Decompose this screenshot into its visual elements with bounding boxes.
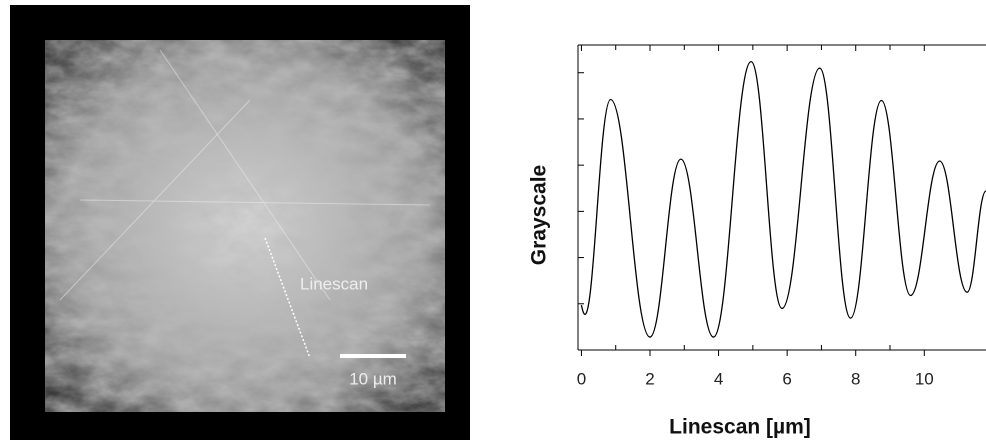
line-series <box>580 60 986 338</box>
x-axis-title: Linescan [µm] <box>669 416 811 439</box>
y-axis-title: Grayscale <box>528 165 551 265</box>
scale-bar-label: 10 µm <box>349 369 397 388</box>
scratches <box>59 49 431 301</box>
x-tick-label: 10 <box>915 369 934 388</box>
linescan-path <box>264 237 311 359</box>
x-tick-label: 8 <box>851 369 860 388</box>
micrograph-texture <box>45 40 445 412</box>
x-tick-label: 4 <box>714 369 723 388</box>
line-chart: Grayscale Linescan [µm] 0 2 4 6 8 10 <box>528 44 986 439</box>
x-tick-label: 2 <box>645 369 654 388</box>
linescan-annotation: Linescan <box>300 274 368 293</box>
x-tick-label: 6 <box>782 369 791 388</box>
x-tick-label: 0 <box>577 369 586 388</box>
